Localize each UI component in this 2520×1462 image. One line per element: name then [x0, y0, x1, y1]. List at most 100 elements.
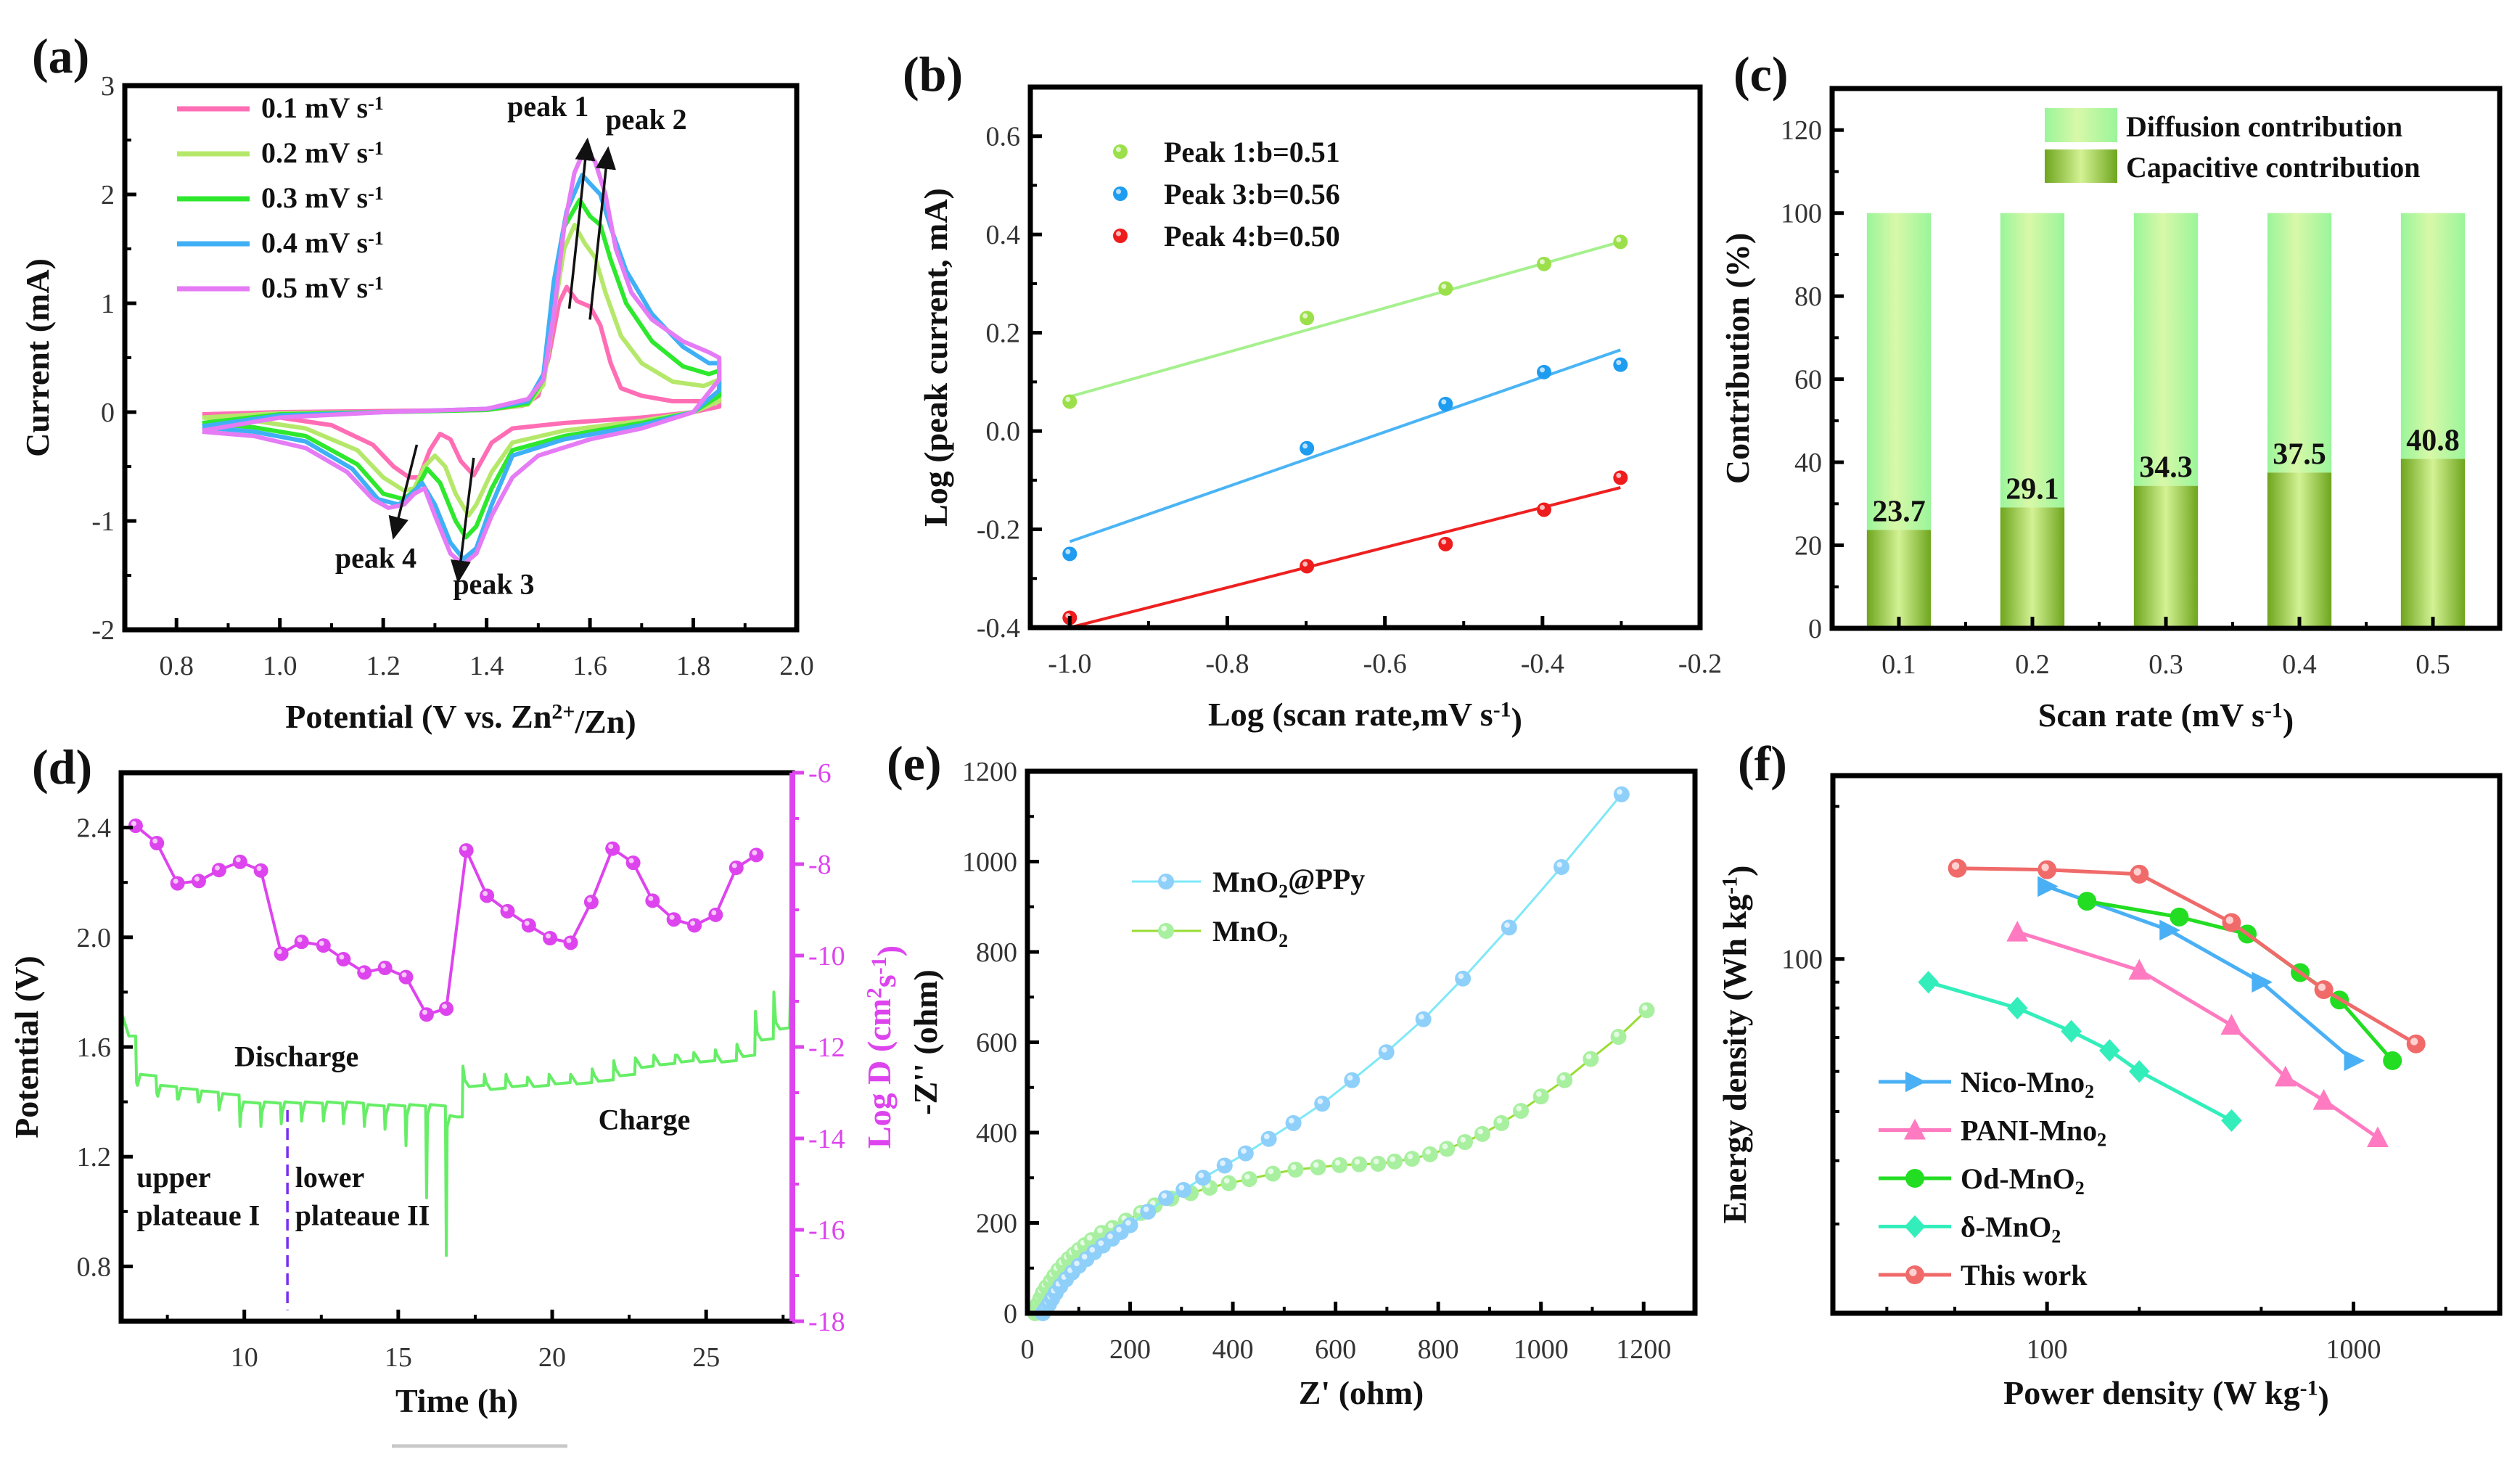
- log-d-curve: [134, 824, 758, 1017]
- marker-outer: [439, 1001, 454, 1017]
- marker-highlight: [1116, 231, 1121, 237]
- legend-label: 0.5 mV s-1: [261, 271, 384, 304]
- marker-highlight: [1613, 1031, 1620, 1038]
- legend-marker: [1113, 229, 1128, 243]
- ragone-point: [2006, 921, 2029, 942]
- x-tick-label: -0.2: [1678, 649, 1722, 679]
- marker-outer: [1241, 1171, 1257, 1188]
- bar-diffusion: [2267, 213, 2332, 473]
- log-d-point: [253, 863, 268, 878]
- marker-outer: [1556, 1072, 1573, 1088]
- y-tick-label: 3: [101, 71, 115, 102]
- x-tick-label: 200: [1109, 1334, 1151, 1365]
- bar-data-label: 34.3: [2139, 451, 2193, 485]
- y-tick-label: 1000: [962, 847, 1017, 878]
- annotation-label: Charge: [599, 1103, 691, 1135]
- ragone-point: [2312, 1089, 2335, 1110]
- marker-highlight: [1496, 1117, 1503, 1124]
- legend-label: This work: [1961, 1259, 2088, 1291]
- marker-highlight: [1536, 1091, 1542, 1097]
- legend-label: MnO2: [1212, 915, 1288, 951]
- legend-label: δ-MnO2: [1961, 1211, 2061, 1247]
- marker-outer: [1387, 1153, 1403, 1170]
- bar-data-label: 40.8: [2406, 424, 2460, 457]
- y-tick-label: 60: [1794, 365, 1822, 395]
- panel-label: (d): [32, 739, 92, 794]
- bar-data-label: 37.5: [2273, 438, 2326, 471]
- marker-highlight: [1559, 1075, 1566, 1081]
- marker-highlight: [2133, 868, 2141, 876]
- nyquist-point: [1493, 1114, 1510, 1131]
- marker-outer: [583, 895, 599, 910]
- data-point: [1300, 311, 1315, 326]
- log-d-point: [170, 876, 185, 891]
- log-d-point: [232, 854, 247, 869]
- ragone-point: [2037, 876, 2059, 898]
- x-axis-title: Power density (W kg-1): [2003, 1374, 2329, 1416]
- legend-marker: [1905, 1169, 1924, 1188]
- ragone-point: [2006, 996, 2028, 1020]
- annotation-arrow: [588, 146, 616, 320]
- marker-outer: [1331, 1157, 1348, 1173]
- marker-highlight: [1539, 259, 1545, 265]
- marker-outer: [1455, 970, 1472, 987]
- x-tick-label: 1.6: [572, 651, 607, 681]
- ragone-line: [1928, 980, 2233, 1122]
- legend-marker: [1904, 1118, 1926, 1140]
- log-d-point: [459, 843, 474, 858]
- nyquist-point: [1331, 1157, 1348, 1173]
- marker-highlight: [1143, 1206, 1149, 1212]
- ragone-point: [2061, 1019, 2082, 1043]
- marker-highlight: [503, 906, 509, 912]
- ragone-point: [2221, 1109, 2242, 1132]
- right-y-tick-label: -10: [808, 941, 845, 972]
- nyquist-point: [1501, 919, 1517, 936]
- marker-outer: [316, 938, 331, 953]
- annotation-arrow: [388, 444, 419, 540]
- y-tick-label: 0.8: [77, 1252, 112, 1282]
- right-y-tick-label: -6: [808, 758, 832, 789]
- marker-outer: [1122, 1217, 1138, 1233]
- y-tick-label: 0.6: [986, 122, 1021, 152]
- bar-diffusion: [2000, 213, 2065, 508]
- marker-highlight: [1268, 1168, 1274, 1175]
- marker-outer: [1613, 357, 1628, 372]
- nyquist-point: [1378, 1044, 1395, 1061]
- ragone-point: [2128, 958, 2151, 980]
- nyquist-point: [1195, 1170, 1212, 1186]
- x-axis-title: Time (h): [395, 1382, 518, 1419]
- marker-highlight: [1288, 1117, 1294, 1124]
- panel-label: (f): [1738, 736, 1787, 791]
- x-axis-title: Z' (ohm): [1299, 1374, 1424, 1411]
- legend-marker: [1905, 1265, 1924, 1284]
- nyquist-point: [1285, 1114, 1302, 1131]
- marker-outer: [1113, 144, 1128, 159]
- marker-outer: [1438, 281, 1453, 296]
- marker-highlight: [1334, 1159, 1341, 1166]
- marker-outer: [232, 854, 247, 869]
- marker-outer: [1378, 1044, 1395, 1061]
- marker-outer: [1456, 1134, 1473, 1151]
- plot-frame: [1027, 84, 1703, 631]
- x-axis-title: Log (scan rate,mV s-1): [1208, 696, 1522, 738]
- marker-highlight: [1347, 1075, 1353, 1081]
- bar-capacitive: [2267, 472, 2332, 628]
- log-d-point: [605, 841, 620, 856]
- nyquist-point: [1260, 1130, 1277, 1147]
- panel-d-gitt-chart: 10 15 20 25 0.8 1.2 1.6 2.0 2.4 Time (h) Potential…: [8, 758, 908, 1419]
- x-tick-label: 1000: [2326, 1334, 2381, 1365]
- y-tick-label: 100: [1781, 945, 1823, 975]
- legend-label: Capacitive contribution: [2126, 151, 2421, 184]
- data-point: [1613, 234, 1628, 250]
- legend-swatch-diffusion: [2045, 108, 2117, 142]
- data-point: [1062, 394, 1078, 409]
- plot-frame: [118, 770, 795, 1324]
- marker-outer: [500, 903, 515, 919]
- y-tick-label: 2.4: [77, 813, 112, 844]
- marker-highlight: [1220, 1160, 1226, 1166]
- ragone-line: [2046, 884, 2355, 1062]
- log-d-point: [274, 946, 289, 961]
- marker-highlight: [276, 948, 282, 954]
- marker-highlight: [1081, 1254, 1088, 1260]
